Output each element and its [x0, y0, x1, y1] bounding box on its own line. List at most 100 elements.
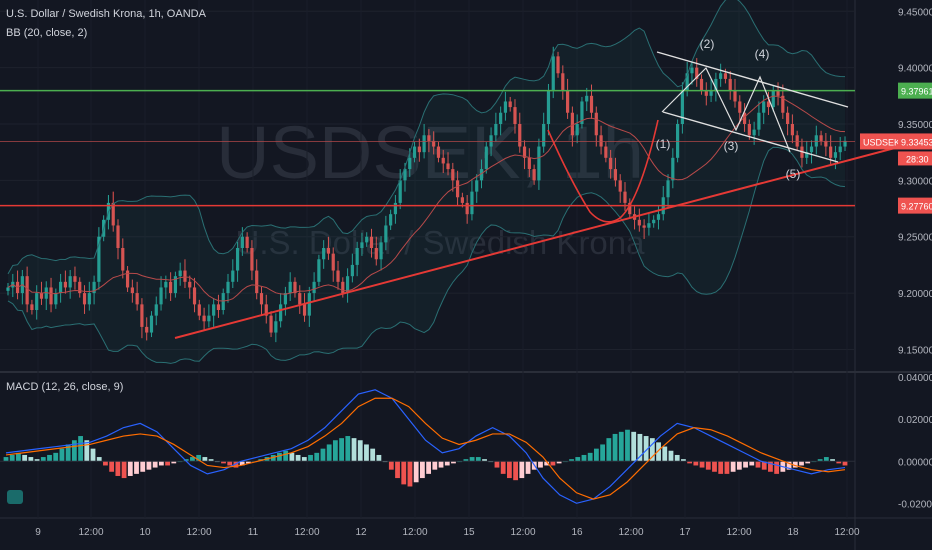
macd-histogram-bar [799, 461, 804, 466]
candle-body [121, 248, 125, 271]
candle-body [499, 112, 503, 124]
wave-zigzag [661, 66, 791, 153]
candle-body [508, 101, 512, 108]
candle-body [838, 146, 842, 153]
candle-body [585, 95, 589, 102]
candle-body [221, 293, 225, 310]
macd-histogram-bar [221, 461, 226, 464]
candle-body [666, 180, 670, 198]
macd-histogram-bar [823, 457, 829, 462]
candle-body [532, 169, 536, 181]
candle-body [412, 146, 417, 158]
macd-histogram-bar [140, 461, 146, 472]
time-tick-label: 15 [463, 527, 475, 538]
time-tick-label: 18 [787, 527, 799, 538]
macd-histogram-bar [227, 461, 233, 466]
macd-histogram-bar [538, 461, 543, 468]
candle-body [522, 146, 527, 158]
candle-body [738, 101, 742, 113]
candle-body [63, 281, 67, 288]
candle-body [752, 129, 756, 136]
macd-histogram-bar [16, 452, 21, 462]
tradingview-logo-icon [7, 490, 23, 504]
candle-body [824, 140, 828, 147]
macd-histogram-bar [500, 461, 506, 474]
macd-histogram-bar [9, 454, 15, 462]
candle-body [652, 219, 656, 224]
macd-histogram-bar [525, 461, 531, 474]
candle-body [742, 112, 747, 124]
last-symbol: USDSEK [863, 137, 900, 147]
macd-histogram-bar [208, 459, 214, 462]
time-tick-label: 16 [571, 527, 583, 538]
candle-body [843, 140, 847, 147]
time-tick-label: 11 [248, 527, 259, 538]
macd-histogram-bar [277, 452, 282, 462]
macd-histogram-bar [34, 459, 40, 462]
macd-histogram-bar [792, 461, 798, 468]
candle-body [78, 281, 82, 294]
macd-histogram-bar [469, 457, 475, 462]
candle-body [771, 90, 775, 108]
macd-histogram-bar [749, 461, 755, 466]
macd-histogram-bar [761, 461, 767, 470]
candle-body [312, 281, 316, 294]
candle-body [451, 169, 455, 181]
macd-histogram-bar [612, 433, 618, 462]
candle-body [379, 242, 383, 260]
macd-histogram-bar [724, 461, 730, 474]
bb-upper-band [7, 0, 846, 275]
candle-body [513, 107, 517, 124]
macd-histogram-bar [183, 459, 189, 462]
candle-body [546, 90, 551, 124]
candle-body [255, 270, 259, 294]
macd-tick-label: 0.00000 [898, 457, 932, 468]
macd-histogram-bar [730, 461, 736, 472]
macd-histogram-bar [171, 461, 177, 464]
candle-body [393, 202, 398, 215]
candle-body [97, 236, 101, 282]
candle-body [704, 90, 708, 96]
candle-body [781, 95, 785, 113]
green-level-value: 9.37961 [901, 87, 932, 97]
candle-body [192, 287, 197, 305]
candle-body [326, 248, 331, 254]
price-tick-label: 9.35000 [898, 120, 932, 131]
candle-body [39, 293, 44, 299]
time-tick-label: 9 [35, 527, 41, 538]
macd-histogram-bar [407, 461, 413, 487]
macd-histogram-bar [842, 461, 848, 466]
macd-tick-label: -0.02000 [898, 499, 932, 510]
candle-body [140, 304, 144, 327]
macd-histogram-bar [165, 461, 170, 466]
macd-histogram-bar [830, 459, 835, 462]
macd-histogram-bar [326, 444, 332, 462]
candle-body [355, 248, 359, 265]
candle-body [680, 90, 684, 124]
bb-indicator-label: BB (20, close, 2) [6, 27, 88, 39]
macd-histogram-bar [109, 461, 115, 472]
candle-body [293, 281, 297, 294]
macd-histogram-bar [699, 461, 705, 468]
candle-body [719, 73, 723, 79]
candle-body [776, 90, 780, 96]
candle-body [408, 157, 412, 170]
macd-histogram-bar [47, 454, 52, 462]
candle-body [82, 293, 87, 305]
candle-body [685, 73, 689, 91]
price-tick-label: 9.25000 [898, 233, 932, 244]
macd-histogram-bar [805, 461, 811, 464]
candle-body [25, 276, 29, 305]
candle-body [699, 78, 704, 91]
macd-histogram-bar [587, 452, 593, 462]
candle-body [159, 287, 163, 305]
macd-histogram-bar [78, 436, 83, 462]
candle-body [188, 281, 192, 288]
time-tick-label: 12:00 [78, 527, 103, 538]
macd-histogram-bar [84, 440, 90, 462]
macd-histogram-bar [115, 461, 121, 476]
candle-body [728, 78, 732, 91]
candle-body [762, 101, 766, 113]
candle-body [671, 157, 675, 181]
